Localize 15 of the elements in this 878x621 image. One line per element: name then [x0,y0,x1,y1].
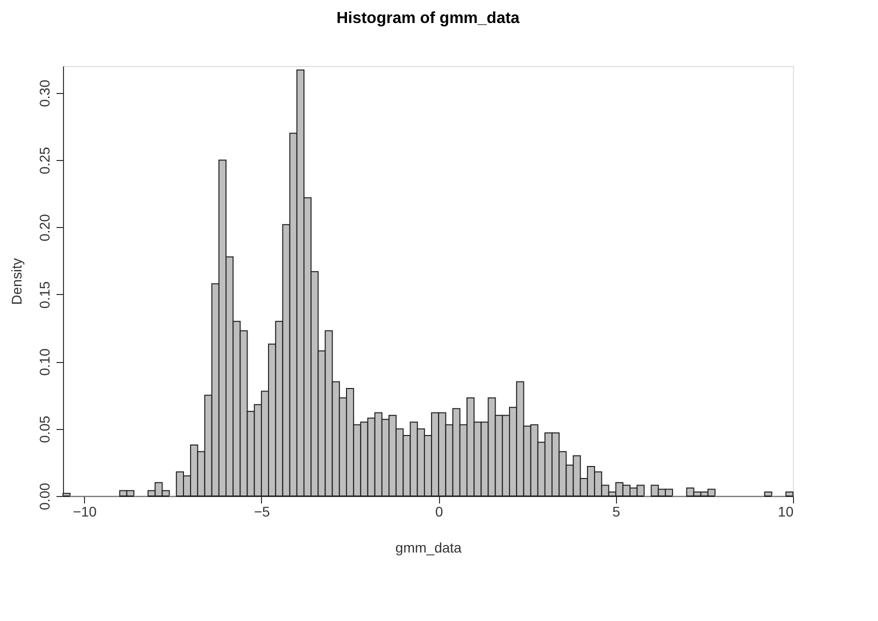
y-axis-title: Density [8,258,24,305]
x-tick-label: 0 [435,504,444,520]
x-tick-label: 10 [778,504,794,520]
y-tick-label: 0.25 [36,146,52,174]
y-tick-label: 0.15 [36,281,52,309]
chart-title: Histogram of gmm_data [336,10,520,27]
x-tick-label: 5 [612,504,620,520]
y-tick-label: 0.00 [36,482,52,510]
x-tick-label: −10 [72,504,97,520]
y-tick-label: 0.30 [36,80,52,107]
y-tick-label: 0.20 [36,214,52,242]
y-tick-label: 0.10 [36,348,52,376]
x-axis-title: gmm_data [395,540,462,556]
x-tick-label: −5 [254,504,270,520]
y-tick-label: 0.05 [36,415,52,443]
